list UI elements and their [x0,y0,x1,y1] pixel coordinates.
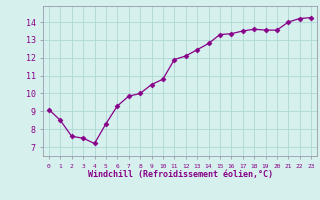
X-axis label: Windchill (Refroidissement éolien,°C): Windchill (Refroidissement éolien,°C) [87,170,273,179]
